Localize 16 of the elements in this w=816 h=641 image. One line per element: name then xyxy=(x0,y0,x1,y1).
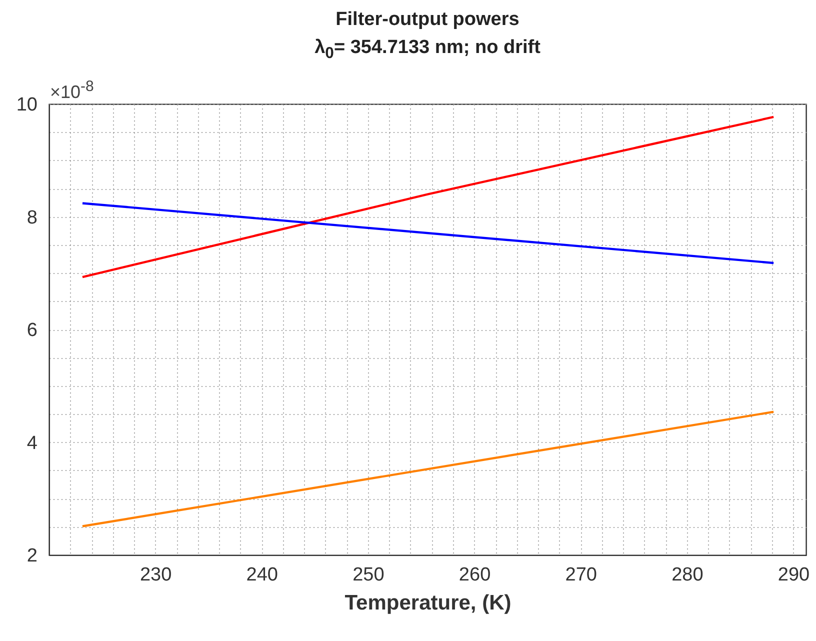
x-tick-label: 280 xyxy=(672,564,704,586)
chart-subtitle: λ$_{0}$= 354.7133 nm; no drift xyxy=(314,36,542,64)
x-tick-label: 290 xyxy=(778,564,810,586)
y-tick-label: 6 xyxy=(26,320,38,341)
y-tick-label: 8 xyxy=(26,207,38,228)
text: ×10$^{-8}$ xyxy=(50,78,94,103)
x-axis-title: Temperature, (K) xyxy=(344,592,512,614)
x-tick-label: 270 xyxy=(565,564,597,586)
chart-title: Filter-output powers xyxy=(334,8,520,32)
y-tick-label: 10 xyxy=(16,94,38,116)
x-tick-label: 260 xyxy=(458,564,491,586)
x-tick-label: 250 xyxy=(352,564,384,586)
y-tick-label: 4 xyxy=(26,432,38,454)
x-tick-label: 230 xyxy=(140,564,172,586)
y-tick-label: 2 xyxy=(26,546,38,566)
x-tick-label: 240 xyxy=(246,564,278,586)
